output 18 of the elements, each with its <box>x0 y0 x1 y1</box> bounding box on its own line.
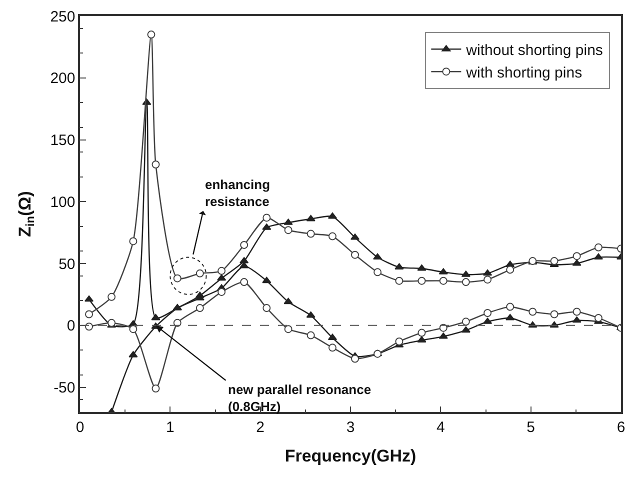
x-tick-label: 1 <box>166 418 174 436</box>
x-tick-label: 5 <box>526 418 535 436</box>
y-tick-label: 200 <box>50 70 76 88</box>
x-tick-label: 3 <box>346 418 355 436</box>
y-tick-label: 250 <box>50 8 76 26</box>
y-tick-label: -50 <box>54 380 76 396</box>
legend-label: without shorting pins <box>465 42 603 59</box>
y-tick-label: 150 <box>50 132 76 149</box>
x-tick-label: 4 <box>436 418 445 436</box>
x-tick-label: 2 <box>256 418 264 436</box>
annotation: enhancing resistance <box>205 177 270 209</box>
y-tick-label: 100 <box>50 194 76 211</box>
x-tick-label: 6 <box>616 418 626 436</box>
y-tick-label: 0 <box>66 318 76 335</box>
legend-label: with shorting pins <box>465 64 582 82</box>
y-tick-label: 50 <box>58 256 76 273</box>
annotation: new parallel resonance (0.8GHz) <box>228 382 372 414</box>
x-axis-title: Frequency(GHz) <box>284 446 416 466</box>
